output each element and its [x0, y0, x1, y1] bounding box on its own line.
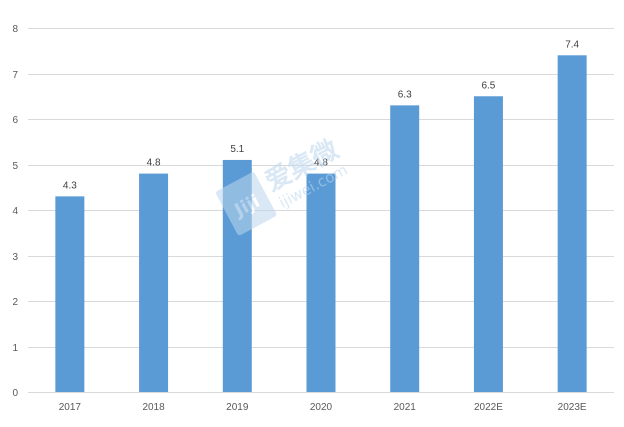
y-tick-label: 2	[12, 297, 18, 308]
watermark-logo-box	[216, 172, 277, 236]
x-tick-label: 2019	[226, 402, 249, 413]
bar-2021	[390, 105, 420, 392]
x-tick-label: 2020	[310, 402, 333, 413]
bar-2023E	[557, 55, 587, 393]
x-tick-label: 2017	[59, 402, 82, 413]
y-tick-label: 6	[12, 115, 18, 126]
bar-2017	[55, 196, 85, 392]
y-tick-label: 1	[12, 343, 18, 354]
y-tick-label: 0	[12, 388, 18, 399]
y-tick-label: 5	[12, 161, 18, 172]
data-label: 5.1	[230, 144, 244, 155]
y-tick-label: 4	[12, 206, 18, 217]
x-tick-label: 2022E	[474, 402, 503, 413]
bar-2020	[306, 173, 336, 392]
x-tick-label: 2021	[394, 402, 417, 413]
data-label: 6.3	[398, 89, 412, 100]
data-label: 4.8	[314, 158, 328, 169]
x-axis-ticks: 2017 2018 2019 2020 2021 2022E 2023E	[59, 402, 587, 413]
bar-2022E	[473, 96, 503, 392]
data-label: 4.8	[147, 158, 161, 169]
y-tick-label: 3	[12, 252, 18, 263]
data-label: 7.4	[565, 39, 579, 50]
bar-2018	[139, 173, 169, 392]
data-label: 6.5	[481, 80, 495, 91]
x-tick-label: 2023E	[558, 402, 587, 413]
data-label: 4.3	[63, 180, 77, 191]
x-tick-label: 2018	[142, 402, 165, 413]
data-labels: 4.3 4.8 5.1 4.8 6.3 6.5 7.4	[63, 39, 580, 191]
y-tick-label: 8	[12, 24, 18, 35]
y-axis-ticks: 0 1 2 3 4 5 6 7 8	[12, 24, 18, 399]
bars	[55, 55, 587, 393]
y-tick-label: 7	[12, 70, 18, 81]
